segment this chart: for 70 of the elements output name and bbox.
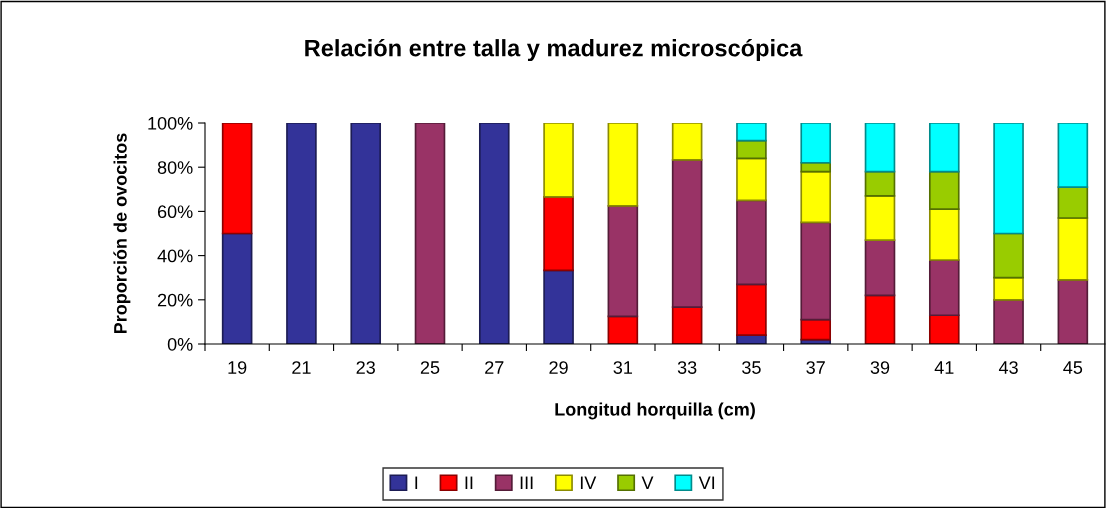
bar [478, 123, 510, 344]
legend-label: VI [698, 476, 715, 489]
bar [1057, 217, 1089, 281]
bar [993, 298, 1024, 344]
x-tick-label: 23 [356, 361, 375, 374]
bar [993, 276, 1024, 301]
bar [736, 123, 767, 142]
x-tick-label: 31 [613, 361, 633, 374]
bar [736, 199, 767, 286]
bar [671, 306, 703, 344]
legend-label: V [641, 476, 654, 489]
bar [736, 283, 767, 336]
bar [286, 123, 317, 344]
bar [543, 195, 574, 272]
bar [1057, 123, 1089, 188]
bar [928, 314, 960, 344]
bar [928, 123, 960, 173]
x-tick-label: 41 [934, 361, 954, 374]
bar [221, 123, 253, 235]
bar [864, 170, 896, 197]
y-tick-label: 100% [148, 116, 193, 130]
x-tick-label: 39 [870, 361, 890, 374]
bar [928, 170, 960, 211]
x-tick-label: 45 [1063, 361, 1083, 374]
bar [221, 232, 253, 344]
x-tick-label: 33 [677, 361, 697, 374]
bar [671, 123, 703, 161]
bar [993, 232, 1024, 279]
bar [993, 123, 1024, 235]
y-tick-label: 20% [157, 293, 193, 307]
bar [800, 221, 832, 321]
y-tick-label: 60% [157, 205, 193, 219]
y-tick-label: 0% [167, 337, 193, 351]
x-tick-label: 37 [806, 361, 825, 374]
bar [864, 239, 896, 297]
bar [864, 294, 896, 344]
bar [1057, 186, 1089, 219]
bar [928, 208, 960, 261]
bar [800, 318, 832, 341]
bar [864, 123, 896, 173]
bar [543, 269, 574, 344]
bar [1057, 279, 1089, 344]
x-tick-label: 27 [485, 361, 504, 374]
x-axis-title: Longitud horquilla (cm) [555, 402, 755, 420]
bar [607, 315, 639, 344]
y-tick-label: 80% [157, 161, 193, 174]
x-tick-label: 29 [549, 361, 568, 374]
x-tick-label: 25 [420, 361, 440, 374]
x-tick-label: 43 [998, 361, 1018, 374]
x-tick-label: 35 [742, 361, 761, 374]
bar [800, 123, 832, 164]
legend-label: III [520, 476, 533, 489]
bar [607, 123, 639, 207]
legend-label: IV [580, 476, 597, 489]
bar [350, 123, 382, 344]
bar [928, 259, 960, 317]
bar [800, 170, 832, 224]
x-tick-label: 21 [292, 361, 311, 374]
y-tick-label: 40% [157, 249, 193, 263]
bar [736, 157, 767, 202]
bar [864, 195, 896, 241]
legend-label: I [415, 476, 418, 489]
bar [607, 205, 639, 318]
bar [543, 123, 574, 198]
x-tick-label: 19 [228, 361, 247, 374]
bar [671, 159, 703, 308]
legend-label: II [465, 476, 473, 489]
bar [414, 123, 446, 344]
y-axis-title: Proporción de ovocitos [113, 133, 131, 334]
chart-title: Relación entre talla y madurez microscópica [305, 38, 803, 62]
